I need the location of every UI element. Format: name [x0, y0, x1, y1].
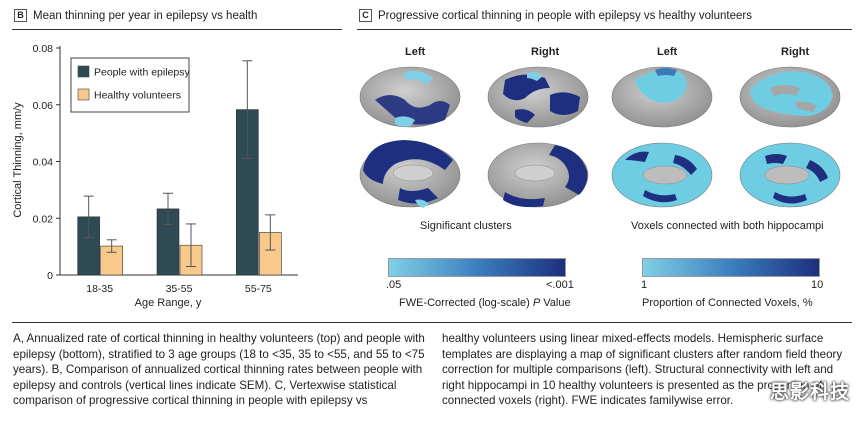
- hemi-label-right-1: Right: [531, 46, 560, 58]
- brain-sig-right-lateral: [487, 66, 589, 128]
- x-tick-label: 18-35: [86, 283, 113, 295]
- watermark-logo: 思影科技: [769, 381, 850, 403]
- brain-sig-right-medial: [487, 142, 589, 208]
- hemi-label-left-1: Left: [405, 46, 426, 58]
- panel-c-title: Progressive cortical thinning in people …: [378, 9, 752, 22]
- brain-conn-right-lateral: [739, 66, 841, 128]
- legend-swatch-epilepsy: [77, 65, 90, 78]
- panel-b-rule: [12, 29, 342, 30]
- brain-sig-left-medial: [359, 140, 461, 208]
- x-tick-label: 55-75: [245, 283, 272, 295]
- colorbar-fwe-title: FWE-Corrected (log-scale) P Value: [399, 297, 571, 309]
- thinning-bar-chart: 0 0.02 0.04 0.06 0.08 18-35 35-55 55-75 People …: [12, 43, 298, 309]
- colorbar-fwe-max: <.001: [546, 279, 574, 291]
- caption-right: healthy volunteers using linear mixed-ef…: [442, 332, 843, 407]
- brain-conn-left-lateral: [611, 66, 713, 128]
- x-tick-label: 35-55: [166, 283, 193, 295]
- colorbar-connected-title: Proportion of Connected Voxels, %: [642, 297, 813, 309]
- y-tick-label: 0.04: [33, 157, 54, 169]
- hemi-label-left-2: Left: [657, 46, 678, 58]
- panel-c-rule: [357, 29, 852, 30]
- panel-c-header: C Progressive cortical thinning in peopl…: [359, 9, 752, 22]
- x-axis-title: Age Range, y: [135, 297, 202, 309]
- panel-b-letter: B: [14, 9, 27, 22]
- brain-surface-maps: [359, 66, 841, 208]
- caption-left: A, Annualized rate of cortical thinning …: [13, 332, 425, 407]
- chart-legend: People with epilepsy Healthy volunteers: [70, 57, 190, 113]
- y-tick-label: 0.08: [33, 43, 54, 55]
- y-tick-label: 0.06: [33, 100, 54, 112]
- connected-voxels-label: Voxels connected with both hippocampi: [631, 220, 824, 232]
- brain-conn-right-medial: [739, 142, 841, 208]
- colorbar-fwe: [388, 258, 566, 277]
- legend-label-healthy: Healthy volunteers: [94, 90, 181, 102]
- panel-b-header: B Mean thinning per year in epilepsy vs …: [14, 9, 257, 22]
- brain-conn-left-medial: [611, 142, 713, 208]
- legend-label-epilepsy: People with epilepsy: [94, 67, 190, 79]
- legend-box: [70, 57, 190, 113]
- sig-clusters-label: Significant clusters: [420, 220, 512, 232]
- y-axis-title: Cortical Thinning, mm/y: [12, 102, 24, 218]
- hemi-label-right-2: Right: [781, 46, 810, 58]
- colorbar-fwe-min: .05: [386, 279, 402, 291]
- legend-swatch-healthy: [77, 88, 90, 101]
- brain-sig-left-lateral: [359, 66, 461, 128]
- panel-b-title: Mean thinning per year in epilepsy vs he…: [33, 9, 258, 22]
- y-tick-label: 0: [47, 270, 53, 282]
- caption-rule: [12, 322, 852, 323]
- colorbar-connected: [642, 258, 820, 277]
- panel-c-letter: C: [359, 9, 372, 22]
- colorbar-connected-min: 1: [641, 279, 648, 291]
- y-tick-label: 0.02: [33, 213, 54, 225]
- colorbar-connected-max: 10: [811, 279, 824, 291]
